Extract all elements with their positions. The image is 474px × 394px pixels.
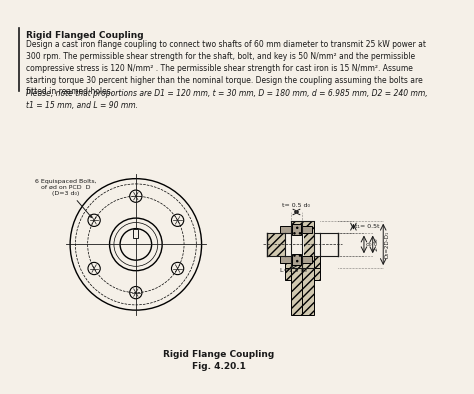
Text: Rigid Flanged Coupling: Rigid Flanged Coupling [26,32,144,41]
Text: Please, note that proportions are D1 = 120 mm, t = 30 mm, D = 180 mm, d = 6.985 : Please, note that proportions are D1 = 1… [26,89,428,110]
Bar [292,224,301,234]
Bar [133,229,138,238]
Bar [314,232,320,280]
Bar [284,232,291,244]
Bar [314,256,320,268]
Text: 2 d₀: 2 d₀ [374,238,380,251]
Bar [314,232,337,256]
Bar [267,232,291,256]
Text: L=1.5 d₀: L=1.5 d₀ [280,268,307,273]
Bar [284,256,291,268]
Bar [281,226,292,233]
Bar [292,254,301,265]
Text: Rigid Flange Coupling
Fig. 4.20.1: Rigid Flange Coupling Fig. 4.20.1 [164,349,275,371]
Text: d₀: d₀ [366,242,372,247]
Bar [301,256,312,263]
Bar [301,226,312,233]
Bar [291,221,302,315]
Text: t₁= 0.5t: t₁= 0.5t [355,224,380,229]
Bar [267,232,291,256]
Bar [314,232,337,256]
Bar [284,232,291,256]
Text: 6 Equispaced Bolts,
of ød on PCD  D
(D=3 d₀): 6 Equispaced Bolts, of ød on PCD D (D=3 … [35,179,97,217]
Text: D₂=2D-D₁: D₂=2D-D₁ [385,231,390,258]
Bar [314,232,320,244]
Bar [281,256,292,263]
Bar [302,221,314,315]
Bar [284,232,291,280]
Text: t= 0.5 d₀: t= 0.5 d₀ [283,203,310,208]
Text: Design a cast iron flange coupling to connect two shafts of 60 mm diameter to tr: Design a cast iron flange coupling to co… [26,40,426,97]
Bar [265,232,304,256]
